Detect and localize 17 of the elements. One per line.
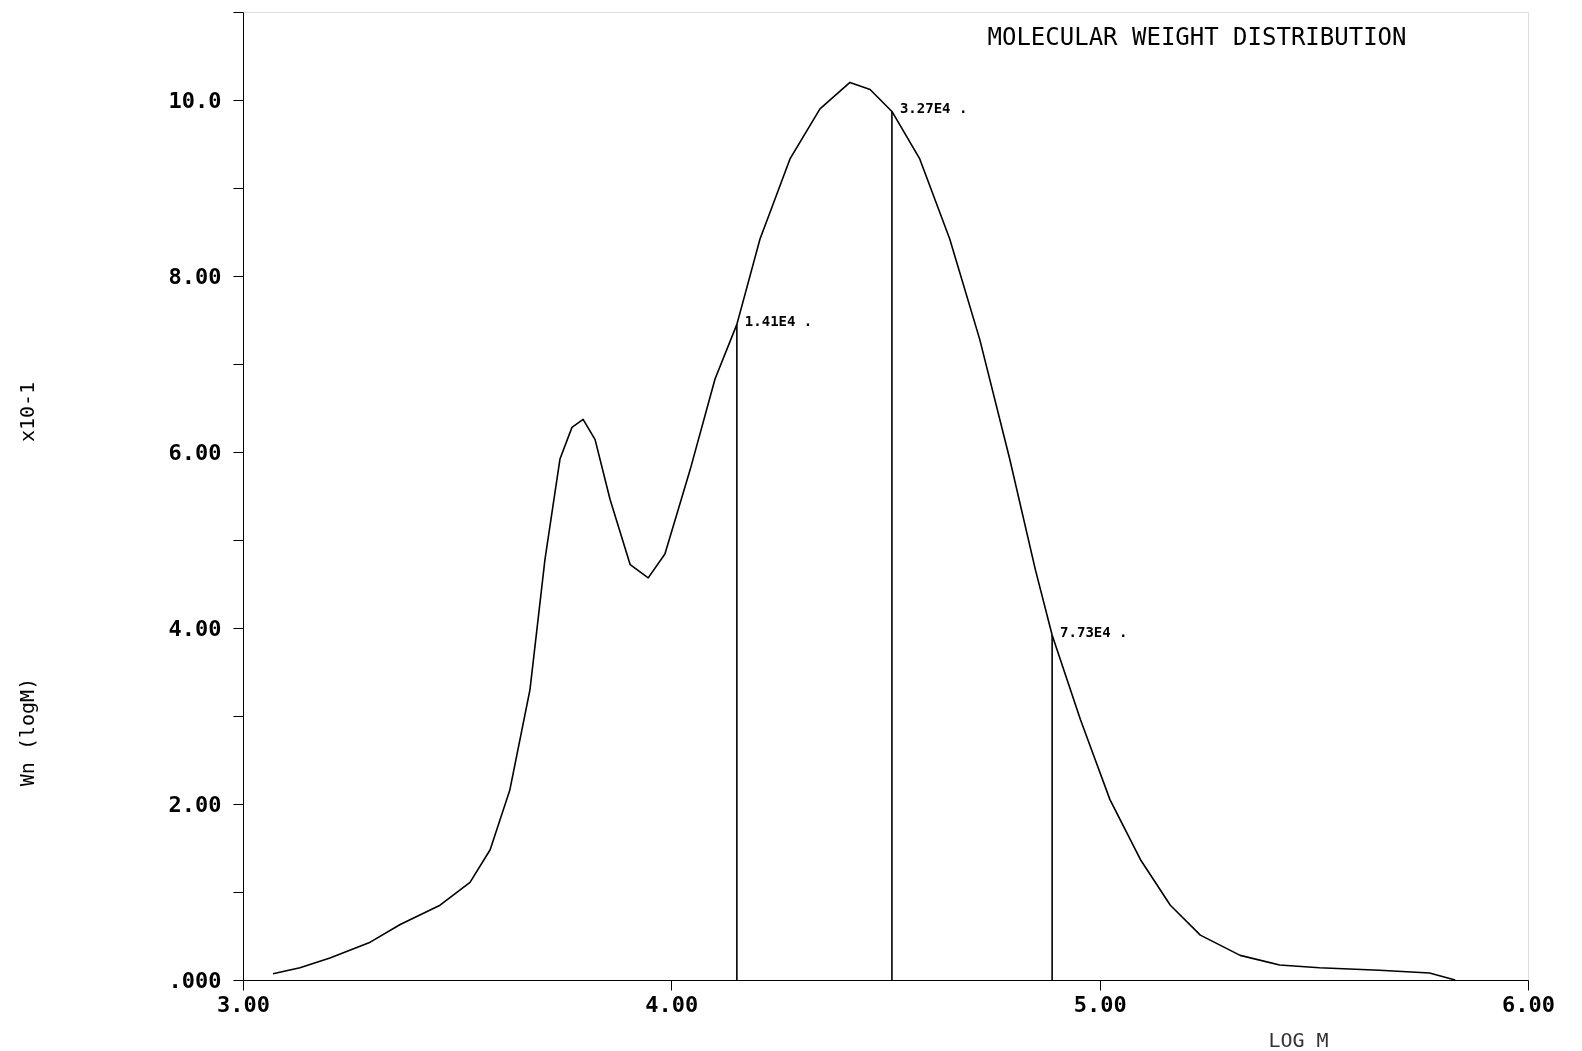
- x-axis-title: LOG M: [1268, 1027, 1329, 1051]
- text: Wn (logM): [15, 677, 39, 787]
- x-tick-label: 6.00: [1502, 991, 1555, 1017]
- ref-line-label: 3.27E4 .: [899, 100, 968, 117]
- text: x10-1: [15, 381, 39, 443]
- ref-line-label: 7.73E4 .: [1060, 624, 1128, 641]
- y-tick-label: 8.00: [168, 263, 222, 289]
- y-tick-label: 2.00: [168, 791, 222, 817]
- x-tick-label: 3.00: [217, 991, 270, 1017]
- y-tick-label: 4.00: [168, 615, 222, 641]
- y-tick-label: 10.0: [168, 87, 222, 113]
- x-tick-label: 4.00: [645, 991, 699, 1017]
- y-tick-label: .000: [168, 967, 222, 993]
- text: MOLECULAR WEIGHT DISTRIBUTION: [987, 23, 1407, 51]
- x-tick-label: 5.00: [1073, 991, 1127, 1017]
- ref-line-label: 1.41E4 .: [744, 313, 813, 330]
- y-tick-label: 6.00: [168, 439, 222, 465]
